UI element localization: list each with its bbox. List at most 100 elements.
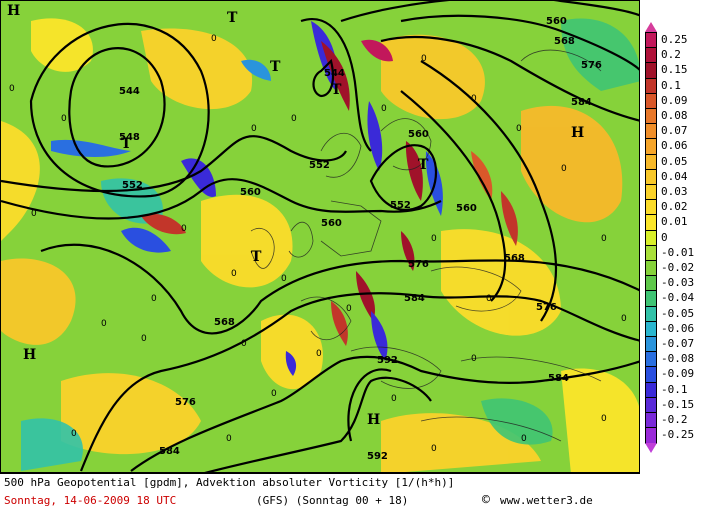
positive-vorticity-areas bbox=[1, 18, 639, 472]
legend-label: -0.2 bbox=[661, 413, 688, 426]
neutral-vorticity-areas bbox=[21, 18, 639, 471]
legend-label: 0.03 bbox=[661, 185, 688, 198]
contour-label: 584 bbox=[159, 446, 180, 457]
contour-label: 592 bbox=[367, 451, 388, 462]
zero-label: 0 bbox=[421, 54, 427, 64]
contour-label: 560 bbox=[321, 218, 342, 229]
geopotential-contours bbox=[1, 1, 639, 472]
high-pressure-marker: H bbox=[367, 412, 380, 428]
contour-label: 560 bbox=[408, 129, 429, 140]
zero-label: 0 bbox=[231, 269, 237, 279]
contour-label: 584 bbox=[548, 373, 569, 384]
zero-label: 0 bbox=[271, 389, 277, 399]
legend-label: 0.01 bbox=[661, 215, 688, 229]
contour-label: 560 bbox=[240, 187, 261, 198]
legend-label: 0.1 bbox=[661, 78, 681, 92]
pressure-centers: H T T T T T T H H H bbox=[7, 3, 584, 428]
contour-label: 576 bbox=[408, 259, 429, 270]
zero-label: 0 bbox=[316, 349, 322, 359]
legend-label: 0.2 bbox=[661, 48, 681, 62]
low-pressure-marker: T bbox=[251, 249, 262, 265]
legend-label: 0.25 bbox=[661, 33, 688, 46]
zero-label: 0 bbox=[521, 434, 527, 444]
high-pressure-marker: H bbox=[571, 125, 584, 141]
contour-label: 552 bbox=[309, 160, 330, 171]
contour-label: 584 bbox=[571, 97, 592, 108]
legend-label: -0.05 bbox=[661, 306, 695, 320]
zero-label: 0 bbox=[431, 234, 437, 244]
legend-label: -0.01 bbox=[661, 245, 695, 259]
legend-arrow-up-icon bbox=[645, 22, 657, 32]
legend-label: -0.07 bbox=[661, 337, 695, 350]
zero-label: 0 bbox=[391, 394, 397, 404]
high-pressure-marker: H bbox=[7, 3, 20, 19]
legend-label: -0.09 bbox=[661, 367, 695, 381]
low-pressure-marker: T bbox=[227, 10, 238, 26]
contour-label: 576 bbox=[175, 397, 196, 408]
contour-label: 568 bbox=[504, 253, 525, 264]
contour-label: 576 bbox=[581, 60, 602, 71]
website-link[interactable]: www.wetter3.de bbox=[500, 494, 593, 507]
zero-label: 0 bbox=[151, 294, 157, 304]
zero-label: 0 bbox=[241, 339, 247, 349]
legend-swatch bbox=[645, 427, 657, 445]
contour-label: 568 bbox=[214, 317, 235, 328]
contour-label: 552 bbox=[390, 200, 411, 211]
legend-label: 0.08 bbox=[661, 109, 688, 122]
legend-label: -0.04 bbox=[661, 291, 695, 305]
legend-label: 0.02 bbox=[661, 200, 688, 214]
zero-label: 0 bbox=[71, 429, 77, 439]
legend-label: -0.1 bbox=[661, 382, 688, 396]
legend-label: -0.02 bbox=[661, 261, 695, 274]
legend-label: -0.03 bbox=[661, 276, 695, 290]
legend-label: 0.07 bbox=[661, 124, 688, 138]
coastlines bbox=[250, 49, 602, 442]
high-pressure-marker: H bbox=[23, 347, 36, 363]
legend-label: 0.05 bbox=[661, 154, 688, 168]
zero-label: 0 bbox=[291, 114, 297, 124]
zero-label: 0 bbox=[101, 319, 107, 329]
weather-map: 544 544 548 552 552 552 560 560 560 560 … bbox=[0, 0, 640, 473]
zero-labels: 0 0 0 0 0 0 0 0 0 0 0 0 0 0 0 0 0 0 0 0 … bbox=[9, 34, 627, 454]
zero-label: 0 bbox=[346, 304, 352, 314]
copyright-icon: © bbox=[482, 493, 490, 508]
zero-label: 0 bbox=[226, 434, 232, 444]
legend-label: 0.15 bbox=[661, 63, 688, 77]
legend-label: 0.06 bbox=[661, 139, 688, 153]
contour-label: 576 bbox=[536, 302, 557, 313]
legend-label: 0 bbox=[661, 230, 668, 244]
zero-label: 0 bbox=[601, 234, 607, 244]
legend-label: -0.08 bbox=[661, 352, 695, 366]
low-pressure-marker: T bbox=[121, 136, 132, 152]
low-pressure-marker: T bbox=[270, 59, 281, 75]
contour-label: 560 bbox=[456, 203, 477, 214]
zero-label: 0 bbox=[621, 314, 627, 324]
zero-label: 0 bbox=[601, 414, 607, 424]
zero-label: 0 bbox=[561, 164, 567, 174]
zero-label: 0 bbox=[61, 114, 67, 124]
zero-label: 0 bbox=[211, 34, 217, 44]
forecast-date: Sonntag, 14-06-2009 18 UTC bbox=[4, 494, 177, 507]
map-footer: 500 hPa Geopotential [gpdm], Advektion a… bbox=[0, 473, 640, 513]
contour-label: 560 bbox=[546, 16, 567, 27]
contour-label: 548 bbox=[119, 132, 140, 143]
zero-label: 0 bbox=[181, 224, 187, 234]
model-run: (GFS) (Sonntag 00 + 18) bbox=[256, 494, 409, 507]
contour-label: 592 bbox=[377, 355, 398, 366]
zero-label: 0 bbox=[381, 104, 387, 114]
legend-label: 0.04 bbox=[661, 169, 688, 183]
zero-label: 0 bbox=[251, 124, 257, 134]
legend-label: -0.06 bbox=[661, 321, 695, 335]
vorticity-streaks bbox=[51, 21, 518, 376]
contour-label: 584 bbox=[404, 293, 425, 304]
low-pressure-marker: T bbox=[418, 157, 429, 173]
low-pressure-marker: T bbox=[331, 82, 342, 98]
color-legend: 0.25 0.2 0.15 0.1 0.09 0.08 0.07 0.06 0.05 0.04 0.… bbox=[641, 22, 704, 462]
contour-label: 544 bbox=[324, 68, 345, 79]
contour-labels: 544 544 548 552 552 552 560 560 560 560 … bbox=[119, 16, 602, 462]
zero-label: 0 bbox=[31, 209, 37, 219]
zero-label: 0 bbox=[431, 444, 437, 454]
contour-label: 568 bbox=[554, 36, 575, 47]
zero-label: 0 bbox=[516, 124, 522, 134]
zero-label: 0 bbox=[141, 334, 147, 344]
